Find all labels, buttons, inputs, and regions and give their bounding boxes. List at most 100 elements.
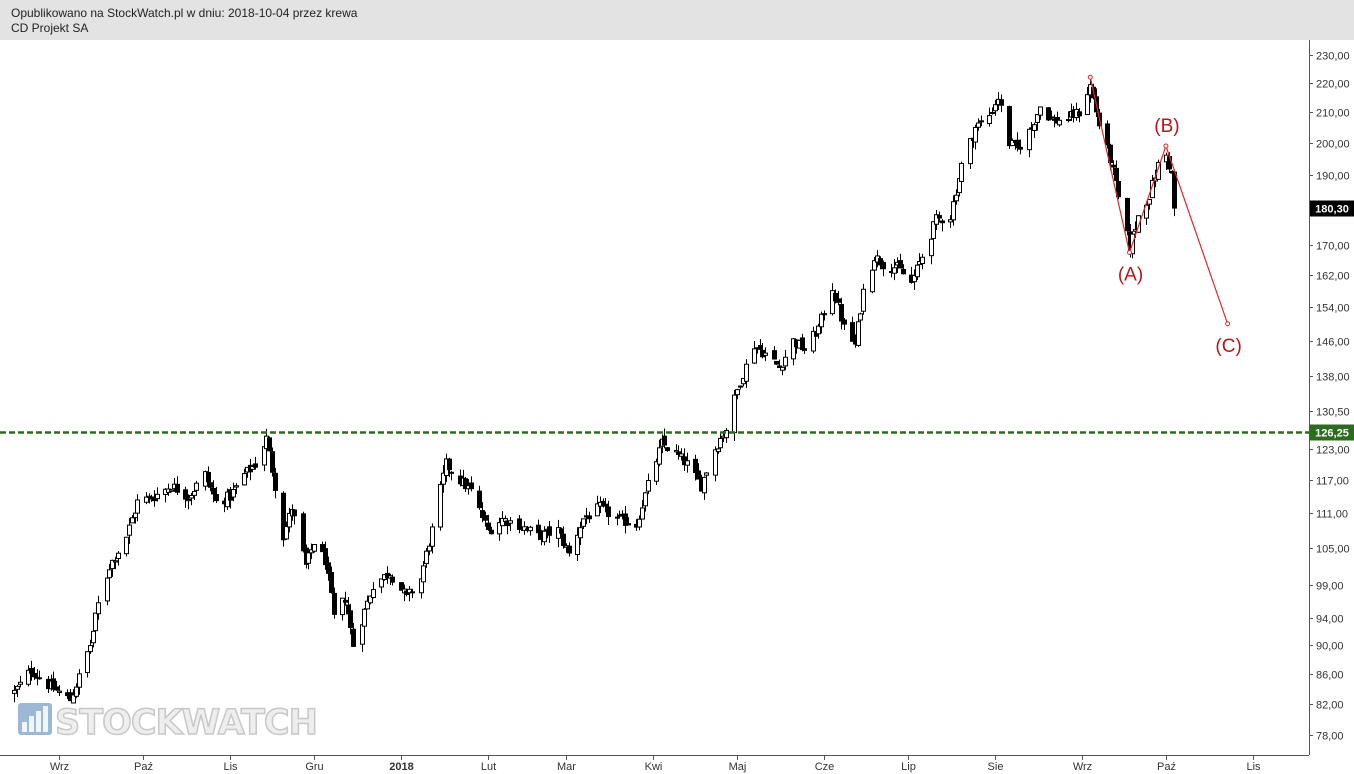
candle-body-down [881,262,886,270]
y-tick-label: 146,00 [1316,337,1350,349]
x-tick-label: Lis [223,761,238,773]
candle-body-up [116,552,121,560]
candle-body-up [1010,139,1015,147]
candle-body-up [130,517,135,524]
candle-body-up [18,681,23,685]
y-tick-label: 94,00 [1316,614,1344,626]
candle-body-down [399,582,404,591]
elliott-wave-line [1089,77,1229,324]
candle-body-up [12,689,17,694]
candle-body-down [486,522,491,530]
candle-body-up [96,602,101,615]
candle-body-down [547,526,552,536]
y-tick-label: 78,00 [1316,731,1344,743]
y-tick-label: 117,00 [1316,476,1349,488]
candle-body-up [732,394,737,434]
candle-body-up [780,366,785,371]
candle-body-up [155,493,160,500]
x-tick-label: Lip [901,761,916,773]
candle-body-down [390,576,395,583]
last-price-label: 180,30 [1315,204,1349,216]
candle-body-down [54,686,59,691]
candle-body-up [685,460,690,466]
y-tick-label: 82,00 [1316,700,1344,712]
candle-body-down [878,258,883,266]
candle-body-down [270,451,275,473]
wave-label: (B) [1154,116,1179,137]
chart-overlays: 126,25 180,30 (A) (B) (C) [0,74,1354,441]
candle-body-up [744,363,749,382]
candle-body-up [107,569,112,579]
x-tick-label: Sie [988,761,1004,773]
candle-body-down [1049,116,1054,119]
candle-body-up [186,498,191,502]
candle-body-up [133,512,138,519]
x-tick-label: Mar [557,761,576,773]
candle-body-up [990,112,995,115]
candle-body-up [646,480,651,492]
candle-body-down [208,482,213,488]
candle-body-up [368,595,373,604]
candle-body-down [489,529,494,535]
candle-body-down [839,304,844,322]
candle-body-up [861,288,866,312]
candle-body-up [830,290,835,315]
y-tick-label: 170,00 [1316,241,1350,253]
candle-body-up [637,518,642,528]
candle-body-up [74,686,79,697]
candle-body-up [976,122,981,128]
y-tick-label: 138,00 [1316,372,1350,384]
candle-body-down [32,672,37,678]
candle-body-down [348,610,353,628]
candle-body-up [421,565,426,583]
y-tick-label: 99,00 [1316,581,1344,593]
candle-body-down [615,516,620,519]
candle-body-down [559,528,564,534]
candle-body-down [1108,144,1113,163]
candle-body-up [858,313,863,321]
y-tick-label: 190,00 [1316,171,1350,183]
candle-body-down [211,487,216,495]
candle-body-up [811,330,816,352]
candle-body-up [105,577,110,602]
candle-body-down [1007,106,1012,147]
elliott-wave-point [1127,250,1133,256]
stockwatch-logo: STOCKWATCH [18,702,319,744]
candle-body-up [702,476,707,494]
candle-body-down [999,99,1004,106]
candle-body-up [362,608,367,627]
candle-body-up [657,447,662,465]
candle-body-up [192,490,197,496]
candle-body-down [149,496,154,500]
candle-body-down [1015,139,1020,149]
candle-body-down [561,533,566,547]
y-tick-label: 111,00 [1316,509,1348,521]
candle-body-down [901,268,906,275]
candle-body-down [326,562,331,574]
y-tick-label: 220,00 [1316,79,1350,91]
candle-body-up [951,201,956,221]
candle-body-down [696,470,701,480]
candle-body-up [144,496,149,503]
x-tick-label: Lis [1246,761,1261,773]
candle-body-up [578,527,583,539]
candle-body-down [758,345,763,350]
logo-text: STOCKWATCH [55,703,317,743]
wave-label: (C) [1215,336,1241,357]
candle-body-up [441,472,446,485]
candle-body-up [427,545,432,552]
candle-body-up [438,484,443,528]
y-tick-label: 105,00 [1316,544,1350,556]
candle-body-down [833,293,838,302]
candle-body-up [135,499,140,514]
candle-body-up [959,162,964,182]
candle-body-down [214,494,219,502]
candle-body-up [231,489,236,498]
candle-body-down [567,545,572,554]
candle-body-down [772,350,777,360]
candle-body-down [777,365,782,368]
candle-body-up [284,526,289,540]
chart-header: Opublikowano na StockWatch.pl w dniu: 20… [0,0,1354,40]
candle-body-up [915,264,920,278]
